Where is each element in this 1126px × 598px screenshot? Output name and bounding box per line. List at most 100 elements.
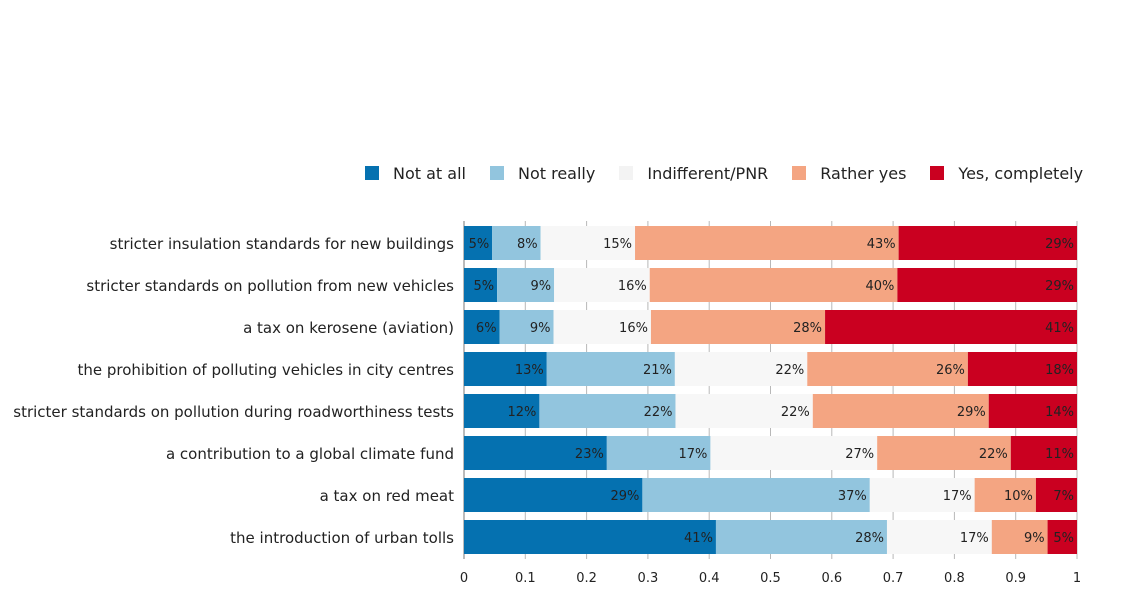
- bar-segment: [898, 226, 1077, 260]
- bar-segment: [650, 310, 826, 344]
- category-label: a tax on red meat: [320, 487, 455, 505]
- legend-item[interactable]: Not at all: [365, 164, 466, 183]
- bar-segment: [897, 268, 1077, 302]
- bar-segment: [497, 268, 555, 302]
- bar-data-label: 41%: [684, 531, 713, 546]
- bar-data-label: 5%: [473, 279, 494, 294]
- legend-item[interactable]: Indifferent/PNR: [619, 164, 768, 183]
- bar-data-label: 29%: [610, 489, 639, 504]
- bar-data-label: 28%: [793, 321, 822, 336]
- bar-segment: [812, 394, 989, 428]
- legend-item[interactable]: Not really: [489, 163, 596, 183]
- bar-data-label: 17%: [960, 531, 989, 546]
- bar-data-label: 27%: [845, 447, 874, 462]
- bar-segment: [886, 520, 992, 554]
- legend-swatch: [489, 166, 504, 180]
- bar-data-label: 26%: [936, 363, 965, 378]
- bar-segment: [642, 478, 870, 512]
- bar-segment: [967, 352, 1077, 386]
- bar-segment: [991, 520, 1048, 554]
- category-label: stricter standards on pollution during r…: [13, 403, 454, 421]
- bar-data-label: 22%: [781, 405, 810, 420]
- bar-segment: [539, 394, 676, 428]
- bar-segment: [1010, 436, 1077, 470]
- bar-data-label: 18%: [1045, 363, 1074, 378]
- bar-data-label: 14%: [1045, 405, 1074, 420]
- category-label: stricter insulation standards for new bu…: [110, 235, 455, 253]
- category-label: the prohibition of polluting vehicles in…: [77, 361, 454, 379]
- x-tick-label: 0.1: [515, 571, 536, 586]
- x-tick-label: 0: [460, 571, 468, 586]
- bar-segment: [988, 394, 1077, 428]
- bar-data-label: 43%: [867, 237, 896, 252]
- chart-legend: Not at all Not really Indifferent/PNR Rathe…: [365, 162, 1083, 184]
- bar-data-label: 17%: [943, 489, 972, 504]
- bar-segment: [606, 436, 711, 470]
- bar-segment: [464, 352, 547, 386]
- x-tick-label: 0.3: [638, 571, 659, 586]
- bar-segment: [715, 520, 887, 554]
- bar-data-label: 37%: [838, 489, 867, 504]
- category-label: a contribution to a global climate fund: [166, 445, 454, 463]
- bar-data-label: 22%: [979, 447, 1008, 462]
- bar-data-label: 10%: [1004, 489, 1033, 504]
- bar-data-label: 41%: [1045, 321, 1074, 336]
- bar-data-label: 9%: [1024, 531, 1045, 546]
- bar-segment: [499, 310, 554, 344]
- x-tick-label: 0.9: [1005, 571, 1026, 586]
- bar-data-label: 5%: [469, 237, 490, 252]
- bar-segment: [807, 352, 968, 386]
- bar-data-label: 29%: [957, 405, 986, 420]
- x-tick-label: 0.5: [760, 571, 781, 586]
- bar-segment: [464, 226, 493, 260]
- category-label: stricter standards on pollution from new…: [86, 277, 454, 295]
- bar-data-label: 12%: [507, 405, 536, 420]
- bar-segment: [674, 352, 808, 386]
- x-tick-label: 1: [1073, 571, 1081, 586]
- bar-data-label: 23%: [575, 447, 604, 462]
- bar-data-label: 9%: [530, 279, 551, 294]
- bar-data-label: 29%: [1045, 279, 1074, 294]
- x-tick-label: 0.2: [576, 571, 597, 586]
- bar-data-label: 40%: [865, 279, 894, 294]
- legend-label: Indifferent/PNR: [647, 163, 769, 183]
- bar-segment: [635, 226, 899, 260]
- bar-segment: [1047, 520, 1077, 554]
- bar-segment: [974, 478, 1036, 512]
- legend-item[interactable]: Rather yes: [792, 164, 906, 183]
- bar-data-label: 11%: [1045, 447, 1074, 462]
- legend-item[interactable]: Yes, completely: [930, 164, 1083, 183]
- bar-data-label: 22%: [644, 405, 673, 420]
- bar-segment: [877, 436, 1011, 470]
- legend-label: Not really: [517, 163, 596, 183]
- bar-data-label: 13%: [515, 363, 544, 378]
- bar-segment: [553, 310, 651, 344]
- bar-data-label: 9%: [530, 321, 551, 336]
- x-tick-label: 0.6: [821, 571, 842, 586]
- category-label: the introduction of urban tolls: [230, 529, 454, 547]
- bar-segment: [464, 268, 498, 302]
- legend-label: Rather yes: [820, 163, 907, 183]
- bar-data-label: 15%: [603, 237, 632, 252]
- bar-segment: [464, 436, 607, 470]
- legend-swatch: [930, 166, 945, 180]
- bar-data-label: 6%: [476, 321, 497, 336]
- legend-swatch: [365, 166, 379, 180]
- legend-label: Yes, completely: [958, 163, 1084, 183]
- bar-data-label: 16%: [618, 279, 647, 294]
- legend-swatch: [619, 166, 634, 180]
- bar-segment: [540, 226, 636, 260]
- bar-segment: [675, 394, 813, 428]
- bar-data-label: 22%: [775, 363, 804, 378]
- bar-segment: [464, 310, 500, 344]
- bar-segment: [710, 436, 878, 470]
- bar-data-label: 29%: [1045, 237, 1074, 252]
- bar-data-label: 7%: [1053, 489, 1074, 504]
- bar-segment: [546, 352, 675, 386]
- bar-data-label: 17%: [679, 447, 708, 462]
- category-label: a tax on kerosene (aviation): [243, 319, 454, 337]
- bar-segment: [869, 478, 975, 512]
- bar-segment: [464, 394, 540, 428]
- bar-data-label: 8%: [517, 237, 538, 252]
